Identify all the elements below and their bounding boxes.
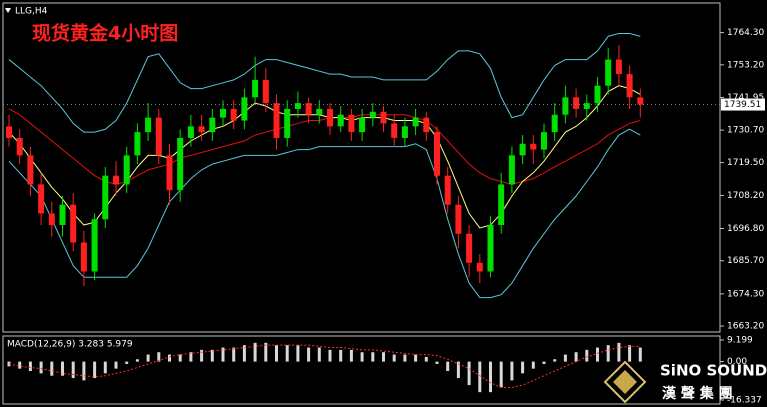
menu-arrow [5,8,11,13]
candle-body [294,103,301,109]
indicator-line [8,85,641,229]
candle-body [551,114,558,133]
candle-body [80,242,87,272]
candle-body [113,175,119,185]
candle-body [305,103,312,115]
logo-subname: 漢 聲 集 團 [662,385,733,402]
candle-body [241,97,248,121]
macd-signal [8,344,641,388]
y-tick-label: 1753.20 [727,60,764,70]
chart-title: LLG,H4 [15,7,48,17]
candle-body [508,155,515,185]
candle-body [262,79,269,104]
candle-body [38,184,45,214]
candle-body [220,108,226,118]
candle-body [487,225,494,272]
candle-body [423,117,430,133]
y-tick-label: 1730.70 [727,126,764,136]
candle-body [562,97,569,115]
candle-body [380,111,387,124]
candle-body [177,137,184,191]
candle-body [145,117,152,133]
candle-body [187,126,194,138]
candle-body [573,97,580,109]
candle-body [401,126,408,138]
y-tick-label: 1764.30 [727,28,764,38]
candle-body [605,59,612,86]
candle-body [123,155,130,185]
candle-body [615,59,622,75]
candle-body [284,108,291,138]
candle-body [637,97,644,105]
indicator-line [8,32,641,133]
candle-body [369,111,376,118]
candle-body [434,132,440,176]
candle-body [316,108,323,115]
candle-body [27,155,34,185]
logo-diamond [603,360,647,404]
macd-tick-label: 0.00 [727,357,747,367]
candle-body [209,117,216,133]
indicator-line [8,128,641,299]
candle-body [348,114,355,133]
candle-body [476,262,483,272]
candle-body [273,103,280,138]
candle-body [541,132,547,150]
candle-body [337,114,344,127]
candle-body [198,126,205,133]
y-tick-label: 1663.20 [727,322,764,332]
logo-inner [613,370,637,394]
candle-body [455,204,462,234]
y-tick-label: 1741.95 [727,93,764,103]
candle-body [48,213,55,226]
macd-tick-label: -16.337 [727,396,762,406]
candle-body [498,184,505,226]
y-tick-label: 1719.50 [727,158,764,168]
candle-body [59,204,66,226]
candle-body [134,132,141,156]
current-price-label: 1739.51 [724,100,761,110]
candle-body [626,74,633,98]
macd-label: MACD(12,26,9) 3.283 5.979 [7,340,133,350]
candle-body [391,123,398,138]
candle-body [252,79,259,98]
candle-body [583,103,590,109]
logo: SiNO SOUND 漢 聲 集 團 [603,360,767,404]
logo-name: SiNO SOUND [660,362,767,380]
current-price-box [721,98,765,111]
y-tick-label: 1696.80 [727,224,764,234]
candle-body [166,155,173,191]
candle-body [530,143,537,150]
candle-body [594,85,601,104]
candle-body [327,108,333,127]
candle-body [91,219,98,272]
y-tick-label: 1685.70 [727,256,764,266]
candle-body [466,233,473,263]
candle-body [412,117,419,127]
candle-body [230,108,237,121]
candle-body [102,175,109,220]
candle-body [70,204,77,243]
main-pane [2,2,721,333]
candle-body [16,137,23,156]
macd-tick-label: 9.199 [727,336,753,346]
candle-body [155,117,162,156]
candle-body [6,126,12,138]
y-tick-label: 1674.30 [727,289,764,299]
candle-body [519,143,526,156]
candle-body [444,175,451,205]
macd-pane [2,335,721,405]
candle-body [359,117,366,133]
chart-subtitle: 现货黄金4小时图 [32,22,178,45]
y-tick-label: 1708.20 [727,191,764,201]
